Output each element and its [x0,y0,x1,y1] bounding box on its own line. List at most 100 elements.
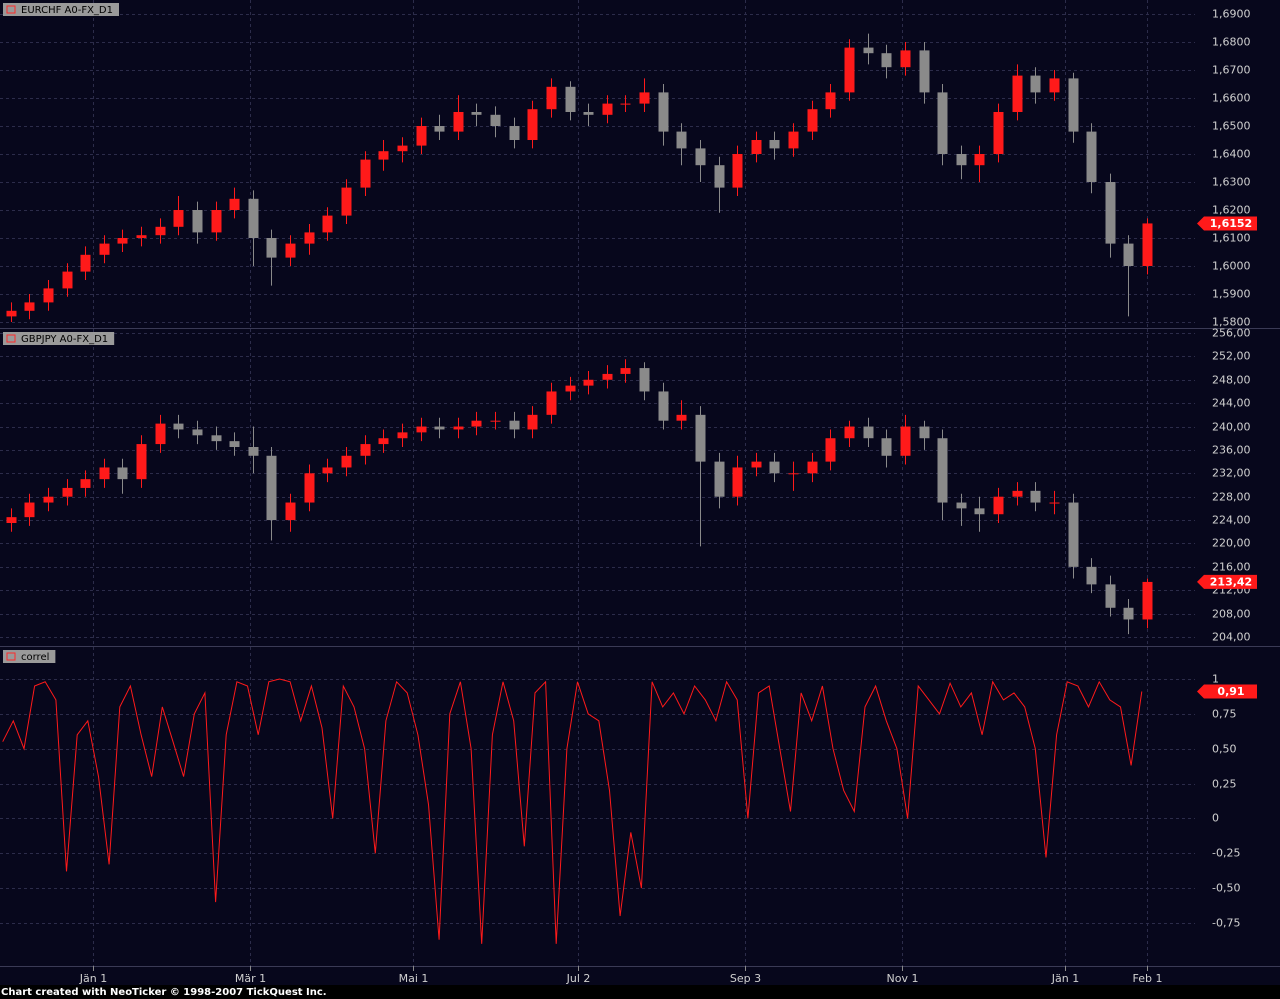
candle-body [732,154,743,188]
candle-body [1068,502,1079,567]
candle-body [732,467,743,497]
last-value-label: 1,6152 [1210,217,1252,230]
y-tick-label: 204,00 [1212,631,1251,644]
candle-body [974,508,985,515]
candle-body [695,148,706,166]
candle-body [919,50,930,93]
y-tick-label: 1,6500 [1212,120,1251,133]
candle-body [565,86,576,112]
candle-body [62,487,73,497]
candle-body [1086,131,1097,182]
candle-body [788,131,799,149]
x-tick-label: Mär 1 [235,972,266,985]
y-tick-label: 1,6700 [1212,64,1251,77]
panel-title: correl [21,652,49,663]
candle-body [6,517,17,523]
candle-body [788,473,799,475]
y-tick-label: 256,00 [1212,327,1251,340]
candle-body [453,112,464,132]
y-tick-label: 1,6800 [1212,36,1251,49]
candle-body [1012,490,1023,497]
candle-body [360,159,371,188]
candle-body [360,444,371,456]
y-tick-label: 1,5800 [1212,316,1251,329]
candle-body [546,391,557,415]
candle-body [416,426,427,433]
candle-body [117,238,128,244]
candle-body [248,198,259,238]
candle-body [769,140,780,149]
y-tick-label: 0,50 [1212,743,1237,756]
y-tick-label: 220,00 [1212,537,1251,550]
candle-body [192,429,203,436]
candle-body [43,496,54,503]
last-value-tag [1197,216,1257,231]
candle-body [639,368,650,392]
candle-body [956,502,967,509]
candle-body [285,243,296,258]
candle-body [1123,243,1134,266]
y-tick-label: 208,00 [1212,608,1251,621]
panel-title-box [3,332,115,345]
candle-body [844,426,855,439]
y-tick-label: 1 [1212,673,1219,686]
panel: 1,5800 1,5900 1,6000 1,6100 1,6200 1,6300 1,64… [0,0,1257,329]
candle-body [24,302,35,311]
candle-body [1105,182,1116,244]
candle-body [155,423,166,445]
candle-body [509,126,520,140]
y-tick-label: 1,6900 [1212,8,1251,21]
candle-body [509,420,520,430]
candle-body [1123,607,1134,620]
candle-body [863,47,874,54]
candle-body [1086,566,1097,585]
candle-body [583,379,594,386]
candle-body [937,92,948,154]
candle-body [229,198,240,210]
y-tick-label: 1,6200 [1212,204,1251,217]
candle-body [751,461,762,468]
candle-body [993,496,1004,515]
y-tick-label: 232,00 [1212,467,1251,480]
candle-body [900,50,911,68]
y-tick-label: 228,00 [1212,491,1251,504]
candle-body [304,473,315,503]
candle-body [1030,75,1041,93]
candle-body [453,426,464,430]
candle-body [527,414,538,430]
candle-body [471,112,482,115]
last-value-label: 0,91 [1217,685,1244,698]
candle-body [919,426,930,439]
candle-body [825,92,836,110]
candle-body [583,112,594,115]
candle-body [807,461,818,474]
candle-body [6,310,17,317]
candle-body [546,86,557,110]
candle-body [173,210,184,227]
candle-body [1049,78,1060,93]
candle-body [769,461,780,474]
candle-body [43,288,54,303]
y-tick-label: 0,75 [1212,708,1237,721]
candle-body [378,438,389,445]
candle-body [62,271,73,289]
x-tick-label: Feb 1 [1133,972,1163,985]
candle-body [1142,581,1153,620]
y-tick-label: 1,6300 [1212,176,1251,189]
candle-body [807,109,818,132]
candle-body [1030,490,1041,503]
candle-body [1012,75,1023,112]
panel-title-box [3,650,56,663]
footer: Chart created with NeoTicker © 1998-2007… [1,987,327,998]
y-tick-label: 252,00 [1212,350,1251,363]
y-tick-label: 1,6000 [1212,260,1251,273]
candle-body [658,391,669,421]
y-tick-label: 216,00 [1212,561,1251,574]
y-tick-label: -0,50 [1212,882,1240,895]
candle-body [397,432,408,439]
candle-body [639,92,650,104]
last-value-tag [1197,574,1257,589]
candle-body [974,154,985,166]
